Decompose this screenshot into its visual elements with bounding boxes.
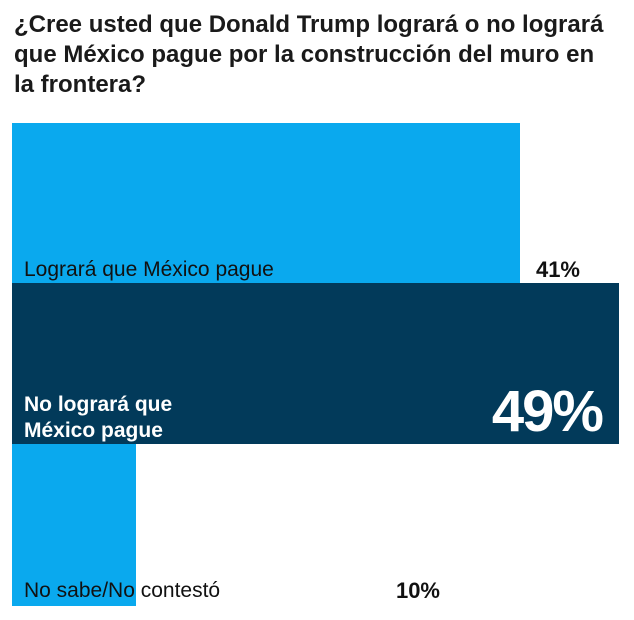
bar-3	[12, 444, 136, 606]
value-label-2: 49%	[491, 379, 604, 444]
category-label-2: No logrará que México pague	[24, 393, 173, 442]
category-label-3: No sabe/No contestó	[24, 579, 221, 602]
chart-title: ¿Cree usted que Donald Trump logrará o n…	[14, 11, 604, 98]
category-label-1: Logrará que México pague	[24, 258, 274, 281]
value-label-3: 10%	[395, 578, 440, 603]
bar-2	[12, 283, 619, 444]
bar-1	[12, 123, 520, 283]
value-label-1: 41%	[535, 257, 580, 282]
